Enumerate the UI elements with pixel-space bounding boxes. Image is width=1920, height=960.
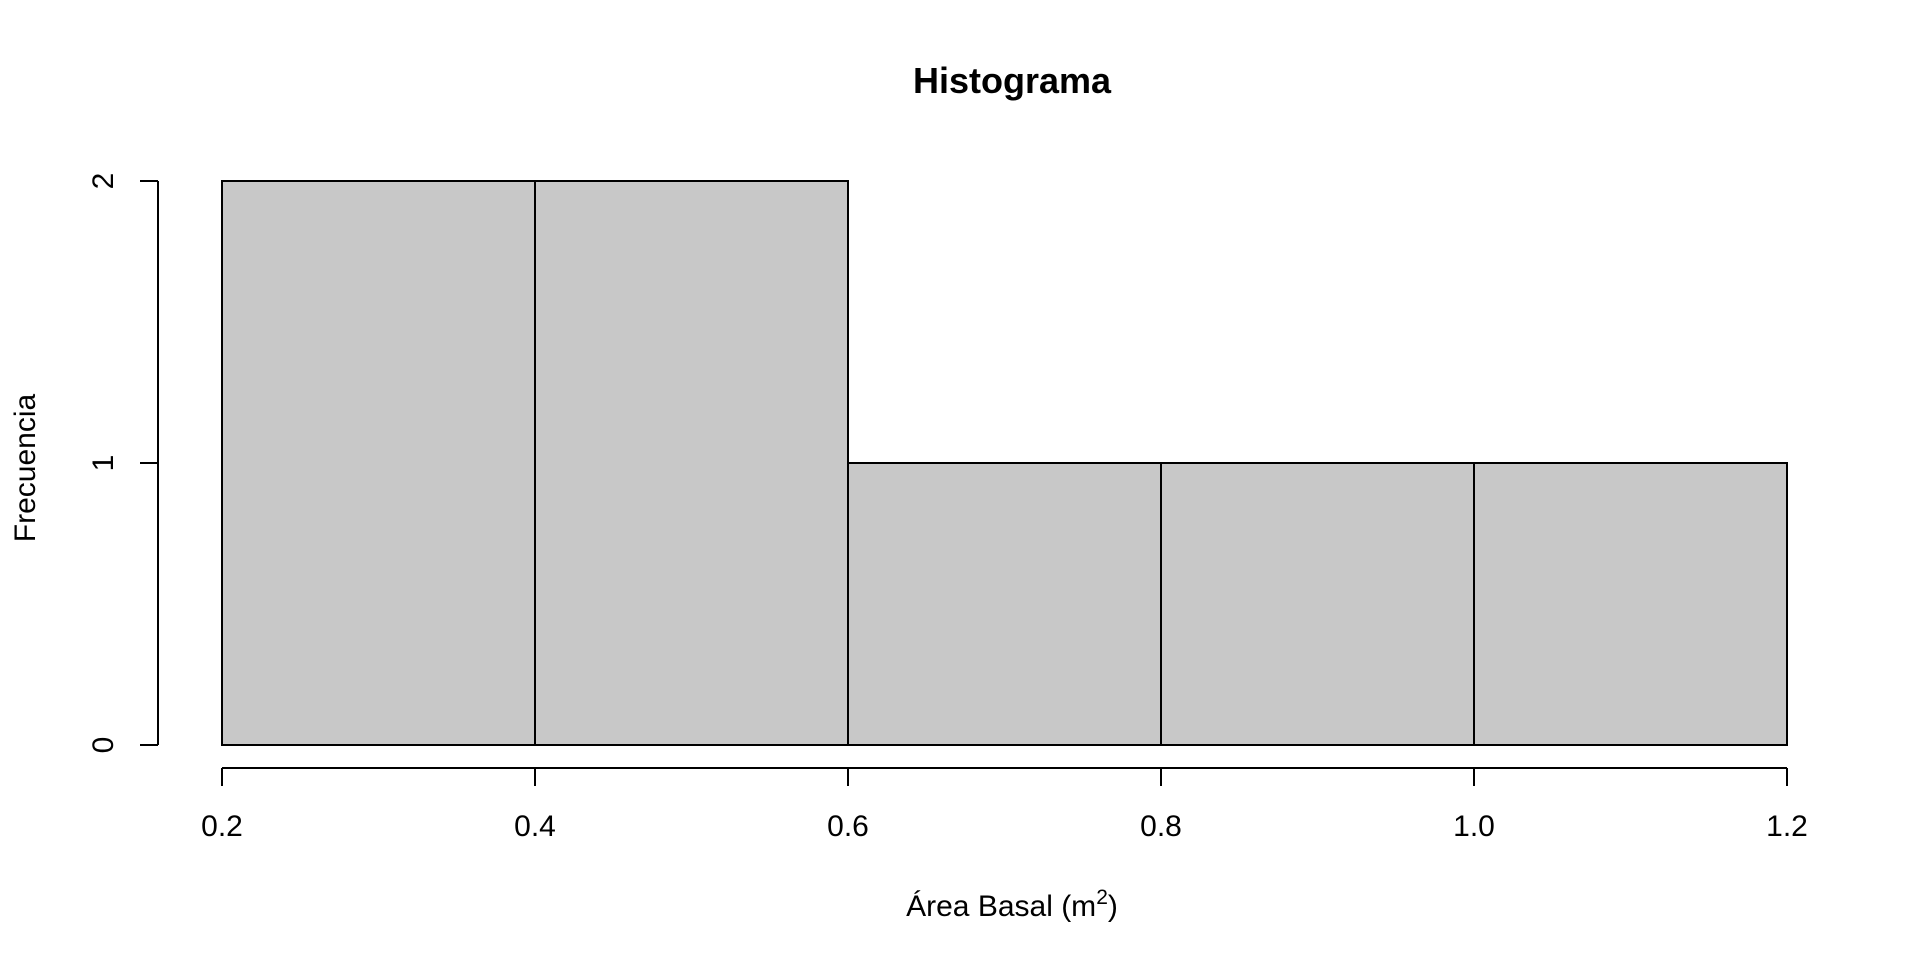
x-axis-label-main: Área Basal (m [906,890,1096,923]
y-axis: 0 1 2 [87,173,159,754]
x-tick-label: 1.2 [1766,810,1808,843]
y-tick-label: 1 [87,455,120,472]
histogram-bar-4 [1160,462,1475,746]
histogram-bar-5 [1473,462,1788,746]
histogram-bar-3 [847,462,1162,746]
x-tick-label: 0.2 [201,810,243,843]
y-tick-label: 2 [87,173,120,190]
x-axis-label-close: ) [1108,890,1118,923]
x-axis-label: Área Basal (m2) [906,886,1118,923]
histogram-bars [221,180,1788,746]
x-tick-label: 0.6 [827,810,869,843]
y-axis-label: Frecuencia [9,393,42,542]
x-axis: 0.2 0.4 0.6 0.8 1.0 1.2 [201,767,1808,843]
histogram-bar-1 [221,180,536,746]
x-axis-label-superscript: 2 [1096,886,1108,909]
chart-title: Histograma [913,60,1112,101]
x-tick-label: 1.0 [1453,810,1495,843]
histogram-bar-2 [534,180,849,746]
x-tick-label: 0.4 [514,810,556,843]
x-tick-label: 0.8 [1140,810,1182,843]
y-tick-label: 0 [87,737,120,754]
